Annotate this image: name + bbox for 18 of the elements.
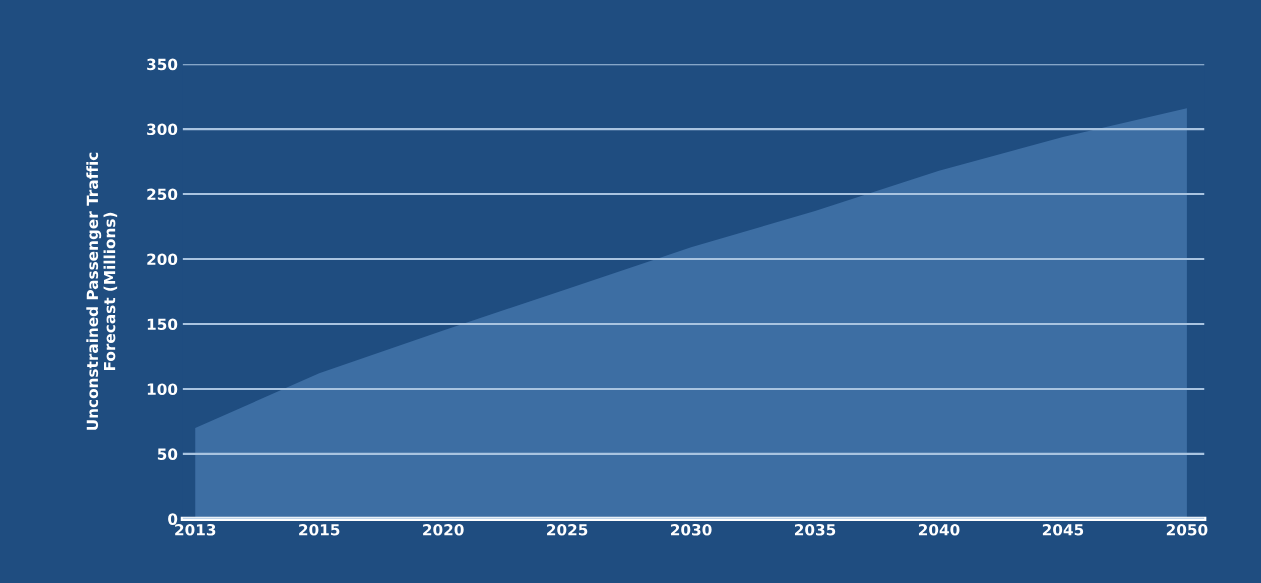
y-tick-label: 50	[157, 448, 178, 460]
y-tick-label: 200	[147, 253, 178, 266]
x-tick-label: 2030	[671, 524, 712, 536]
y-tick-label: 350	[147, 58, 178, 71]
y-axis-title: Unconstrained Passenger Traffic Forecast (Millions)	[86, 152, 118, 430]
x-tick-label: 2040	[918, 524, 960, 536]
x-tick-label: 2035	[794, 524, 836, 536]
x-tick-label: 2050	[1166, 524, 1208, 536]
x-tick-label: 2013	[175, 524, 216, 536]
x-tick-label: 2025	[547, 524, 588, 536]
y-tick-label: 100	[147, 383, 178, 395]
x-tick-label: 2015	[299, 524, 340, 536]
x-tick-label: 2045	[1042, 524, 1084, 536]
y-tick-label: 250	[147, 188, 178, 201]
y-tick-label: 0	[168, 513, 178, 525]
y-tick-label: 300	[147, 123, 178, 136]
y-tick-label: 150	[147, 318, 178, 330]
x-tick-label: 2020	[423, 524, 464, 536]
